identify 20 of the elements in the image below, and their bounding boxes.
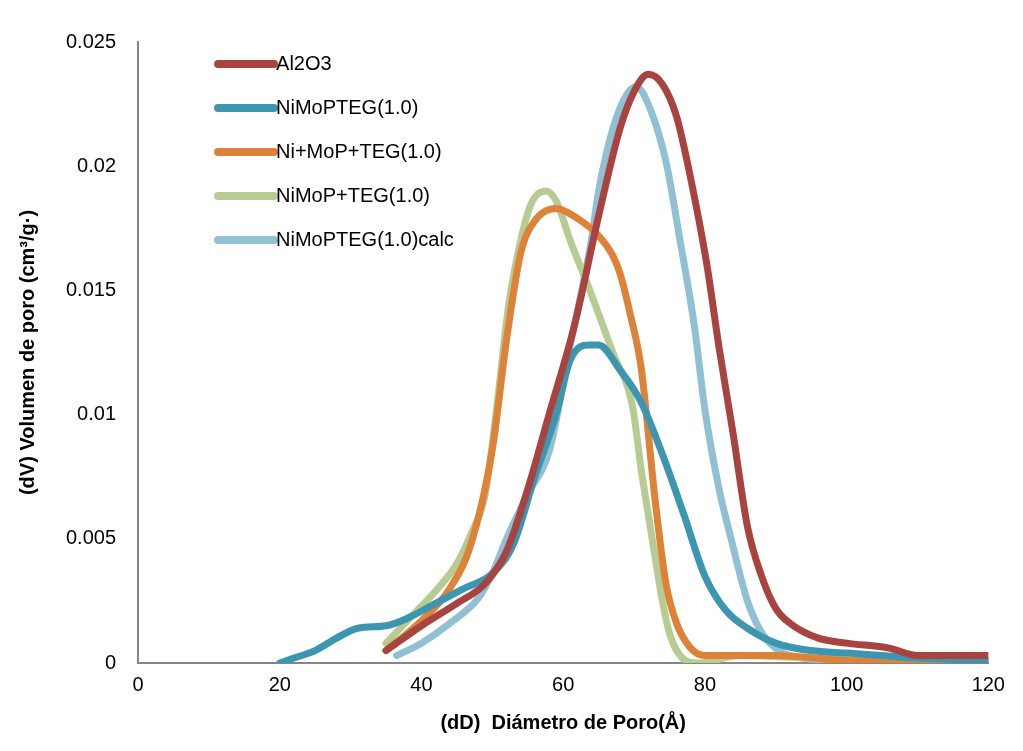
legend-label: NiMoPTEG(1.0)calc [276,227,454,250]
legend-label: NiMoP+TEG(1.0) [276,183,430,206]
y-tick-label: 0 [104,650,117,673]
legend-label: Ni+MoP+TEG(1.0) [276,139,442,162]
y-tick-label: 0.01 [77,402,117,425]
x-tick-label: 60 [552,672,575,695]
legend-label: NiMoPTEG(1.0) [276,95,419,118]
x-axis-title: (dD) Diámetro de Poro(Å) [440,709,686,733]
y-tick-label: 0.025 [65,29,117,52]
y-tick-label: 0.005 [65,526,117,549]
x-tick-label: 120 [971,672,1005,695]
y-axis-title: (dV) Volumen de poro (cm³/g·) [15,209,38,496]
y-tick-label: 0.02 [77,153,117,176]
x-tick-label: 40 [410,672,433,695]
x-tick-label: 80 [693,672,717,695]
y-tick-label: 0.015 [65,277,117,300]
x-tick-label: 20 [268,672,291,695]
legend-label: Al2O3 [276,51,332,74]
x-tick-label: 0 [132,672,144,695]
x-tick-label: 100 [829,672,864,695]
